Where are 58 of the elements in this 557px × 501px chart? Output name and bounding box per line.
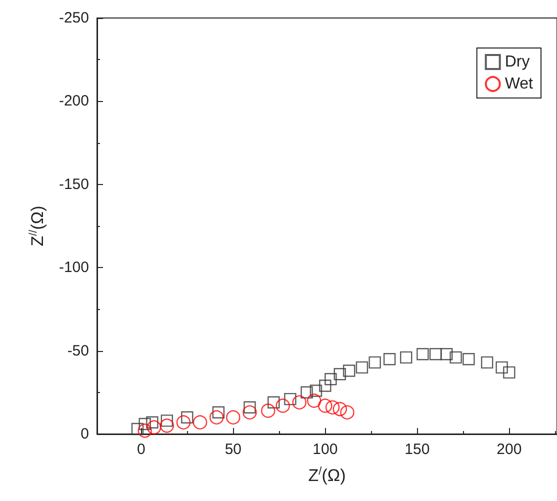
- point: [138, 424, 152, 438]
- point: [146, 416, 158, 428]
- point: [496, 361, 508, 374]
- y-tick-label: -250: [58, 10, 89, 26]
- point: [334, 368, 346, 380]
- point: [462, 353, 475, 366]
- point: [181, 411, 194, 424]
- y-tick-label: -200: [58, 92, 89, 110]
- point: [244, 401, 256, 414]
- point: [300, 386, 313, 398]
- point: [319, 380, 332, 392]
- x-tick-label: 50: [224, 441, 242, 458]
- y-axis-title: Z//(Ω): [28, 206, 47, 246]
- point: [284, 392, 296, 406]
- point: [292, 395, 306, 410]
- y-tick-label: -100: [58, 259, 89, 276]
- x-tick-label: 150: [404, 441, 430, 458]
- point: [307, 394, 322, 408]
- x-tick-label: 100: [312, 441, 338, 458]
- point: [146, 420, 162, 434]
- point: [210, 410, 224, 424]
- point: [310, 384, 322, 397]
- x-axis-title: Z/(Ω): [308, 466, 346, 485]
- point: [176, 415, 191, 430]
- legend-label: Dry: [504, 54, 530, 70]
- point: [212, 406, 225, 418]
- point: [383, 353, 396, 366]
- point: [276, 398, 290, 413]
- point: [332, 402, 347, 416]
- point: [480, 356, 494, 369]
- x-tick-label: 200: [496, 441, 522, 458]
- y-tick-label: -50: [67, 342, 89, 360]
- point: [160, 414, 174, 427]
- point: [416, 348, 429, 360]
- point: [356, 361, 368, 374]
- y-tick-label: -150: [58, 176, 89, 193]
- point: [503, 366, 516, 379]
- point: [131, 422, 144, 436]
- point: [242, 405, 257, 420]
- point: [318, 398, 332, 413]
- point: [325, 400, 340, 414]
- point: [226, 410, 240, 424]
- point: [324, 372, 337, 386]
- point: [429, 348, 442, 360]
- point: [138, 418, 151, 430]
- point: [268, 396, 280, 408]
- point: [342, 364, 356, 377]
- point: [261, 404, 276, 418]
- point: [340, 405, 354, 420]
- y-tick-label: 0: [80, 426, 89, 442]
- point: [440, 348, 453, 360]
- legend-label: Wet: [504, 76, 534, 92]
- point: [400, 351, 412, 364]
- x-tick-label: 0: [136, 441, 146, 458]
- point: [368, 356, 381, 369]
- point: [160, 418, 174, 433]
- point: [450, 351, 462, 364]
- point: [192, 415, 208, 430]
